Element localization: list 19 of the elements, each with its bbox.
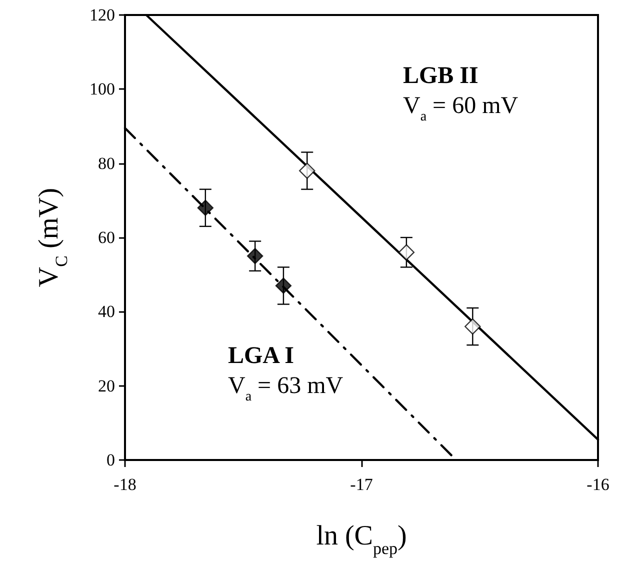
y-tick-label: 0: [106, 450, 115, 470]
point: [197, 200, 214, 216]
annotation: LGA I: [228, 343, 294, 369]
point: [464, 318, 481, 335]
y-tick-label: 120: [90, 6, 115, 24]
y-tick-label: 80: [98, 154, 115, 173]
y-tick-label: 100: [90, 80, 115, 99]
point: [299, 162, 316, 179]
point: [398, 244, 415, 260]
point: [275, 278, 292, 294]
x-tick-label: -16: [586, 475, 610, 494]
point: [246, 248, 264, 264]
y-tick-label: 40: [98, 302, 115, 322]
y-tick-label: 60: [98, 228, 115, 247]
y-axis-title: VC (mV): [34, 188, 71, 288]
x-tick-label: -18: [114, 475, 136, 494]
y-tick-label: 20: [98, 376, 115, 396]
annotation: LGB II: [403, 63, 478, 89]
x-tick-label: -17: [350, 475, 374, 494]
